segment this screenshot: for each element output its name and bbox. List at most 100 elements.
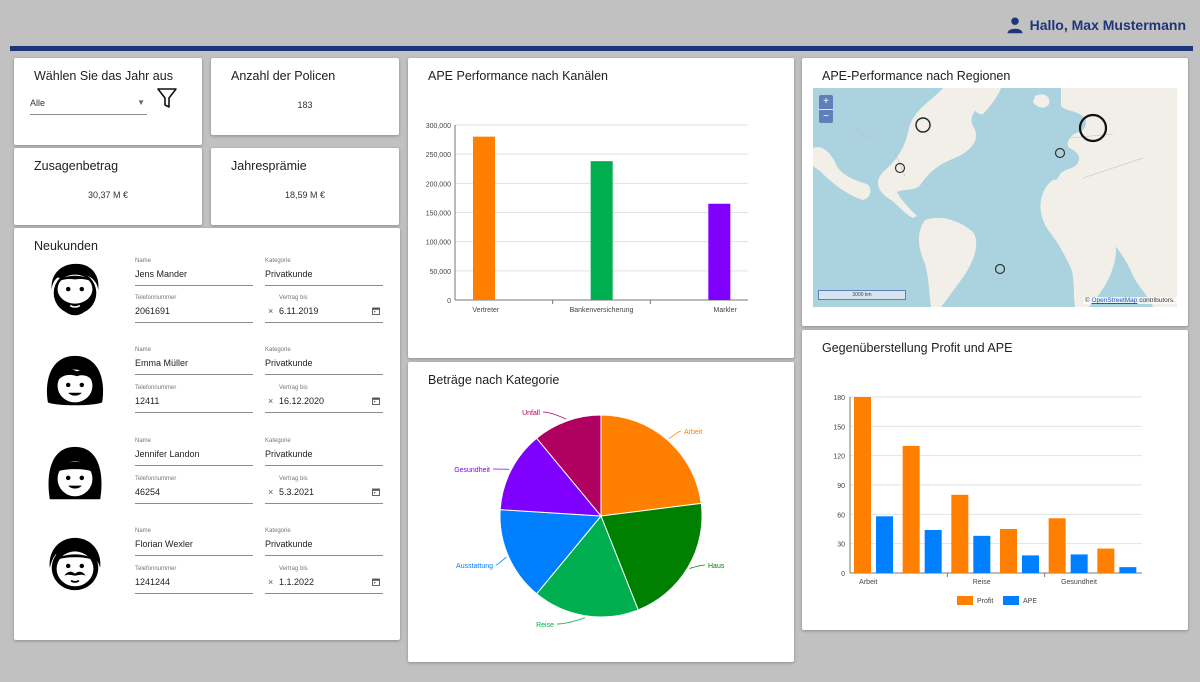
customer-name: Florian Wexler (135, 539, 193, 549)
name-label: Name (135, 528, 152, 534)
region-map-title: APE-Performance nach Regionen (822, 69, 1011, 83)
pie-slice-gesundheit (499, 437, 603, 517)
filter-icon[interactable] (157, 87, 177, 109)
y-tick-label: 120 (833, 454, 845, 461)
clear-icon[interactable]: × (268, 577, 274, 587)
name-label: Name (135, 438, 152, 444)
channel-chart-title: APE Performance nach Kanälen (428, 69, 608, 83)
legend-label: Profit (977, 598, 993, 605)
x-tick-label: Arbeit (859, 579, 877, 586)
profit-ape-chart-title: Gegenüberstellung Profit und APE (822, 341, 1013, 355)
legend-swatch-profit (957, 596, 973, 605)
bar-profit-arbeit (854, 397, 871, 573)
pie-label: Gesundheit (454, 467, 490, 474)
y-tick-label: 150,000 (426, 211, 451, 218)
map-attribution: © OpenStreetMap contributors. (1082, 297, 1177, 304)
customer-phone: 2061691 (135, 306, 171, 316)
bar-profit-ausstattung (1000, 529, 1017, 573)
profit-ape-chart-card: Gegenüberstellung Profit und APE 0 30 60 90… (802, 330, 1188, 630)
chevron-down-icon: ▼ (137, 98, 145, 107)
calendar-icon[interactable] (372, 397, 380, 405)
clear-icon[interactable]: × (268, 396, 274, 406)
commitment-card: Zusagenbetrag 30,37 M € (14, 148, 202, 225)
customer-phone: 12411 (135, 396, 160, 406)
category-label: Kategorie (265, 258, 291, 264)
region-marker-europe (1078, 113, 1108, 143)
customer-contract-field[interactable]: Vertrag bis × 6.11.2019 (265, 295, 383, 323)
contract-label: Vertrag bis (279, 476, 308, 482)
calendar-icon[interactable] (372, 307, 380, 315)
pie-slice-unfall (535, 414, 602, 518)
customer-contract-field[interactable]: Vertrag bis × 1.1.2022 (265, 566, 383, 594)
bar-profit-unfall (1097, 548, 1115, 573)
pie-leader-line (668, 430, 682, 440)
bearded-man-avatar-icon (51, 263, 99, 316)
y-tick-label: 60 (837, 512, 845, 519)
category-label: Kategorie (265, 347, 291, 353)
zoom-in-button[interactable]: + (819, 95, 833, 109)
commitment-value: 30,37 M € (87, 190, 129, 200)
bar-profit-gesundheit (1048, 518, 1066, 573)
legend-swatch-ape (1003, 596, 1019, 605)
premium-card: Jahresprämie 18,59 M € (211, 148, 399, 225)
pie-slice-haus (600, 502, 703, 611)
customer-name: Emma Müller (135, 358, 189, 368)
customer-category-field[interactable]: Kategorie Privatkunde (265, 438, 383, 466)
openstreetmap-link[interactable]: OpenStreetMap (1091, 297, 1138, 304)
customer-contract-field[interactable]: Vertrag bis × 5.3.2021 (265, 476, 383, 504)
year-filter-title: Wählen Sie das Jahr aus (34, 69, 173, 83)
world-map[interactable] (813, 88, 1177, 307)
clear-icon[interactable]: × (268, 306, 274, 316)
calendar-icon[interactable] (372, 488, 380, 496)
pie-label: Unfall (522, 410, 540, 417)
customer-phone-field[interactable]: Telefonnummer 12411 (135, 385, 253, 413)
user-menu[interactable]: Hallo, Max Mustermann (1006, 16, 1186, 34)
y-tick-label: 100,000 (426, 240, 451, 247)
channel-bar-chart: 0 50,000 100,000 150,000 200,000 250,000 300,0… (426, 123, 748, 314)
calendar-icon[interactable] (372, 578, 380, 586)
customer-category-field[interactable]: Kategorie Privatkunde (265, 258, 383, 286)
customer-category-field[interactable]: Kategorie Privatkunde (265, 528, 383, 556)
customer-phone-field[interactable]: Telefonnummer 1241244 (135, 566, 253, 594)
zoom-out-button[interactable]: − (819, 109, 833, 123)
pie-label: Haus (708, 563, 725, 570)
premium-value: 18,59 M € (284, 190, 326, 200)
x-tick-label: Vertreter (472, 307, 500, 314)
attribution-prefix: © (1084, 297, 1090, 304)
bar-bankenversicherung (590, 161, 613, 300)
y-tick-label: 90 (837, 483, 845, 490)
pie-leader-line (556, 617, 586, 625)
customer-category-field[interactable]: Kategorie Privatkunde (265, 347, 383, 375)
map-scale-bar: 3000 km (818, 290, 906, 300)
premium-title: Jahresprämie (231, 159, 307, 173)
customer-phone-field[interactable]: Telefonnummer 46254 (135, 476, 253, 504)
region-marker-central-america (894, 162, 906, 174)
customer-category: Privatkunde (265, 449, 313, 459)
pie-leader-line (542, 411, 567, 420)
bar-ape-ausstattung (1022, 555, 1039, 573)
customer-name-field[interactable]: Name Jennifer Landon (135, 438, 253, 466)
customer-contract-date: 5.3.2021 (279, 487, 315, 497)
map-scale-label: 3000 km (852, 292, 872, 298)
customer-category: Privatkunde (265, 358, 313, 368)
pie-label: Reise (536, 622, 554, 629)
category-pie-chart: Arbeit Haus Reise Ausstattung Gesundheit Unfa… (454, 410, 725, 629)
new-customers-card: Neukunden Name Jens Mander Kategorie Pri… (14, 228, 400, 640)
year-select[interactable]: Alle ▼ (30, 98, 147, 115)
customer-name-field[interactable]: Name Emma Müller (135, 347, 253, 375)
clear-icon[interactable]: × (268, 487, 274, 497)
customer-name-field[interactable]: Name Florian Wexler (135, 528, 253, 556)
category-chart-card: Beträge nach Kategorie Arbeit Haus Reise Au… (408, 362, 794, 662)
bar-ape-haus (924, 529, 942, 573)
y-tick-label: 300,000 (426, 123, 451, 130)
region-marker-south-america (994, 263, 1006, 275)
customer-phone-field[interactable]: Telefonnummer 2061691 (135, 295, 253, 323)
commitment-title: Zusagenbetrag (34, 159, 119, 173)
woman-avatar-icon (46, 355, 104, 406)
customer-contract-field[interactable]: Vertrag bis × 16.12.2020 (265, 385, 383, 413)
phone-label: Telefonnummer (135, 566, 177, 572)
customer-name-field[interactable]: Name Jens Mander (135, 258, 253, 286)
legend-label: APE (1023, 598, 1037, 605)
customer-contract-date: 1.1.2022 (279, 577, 315, 587)
y-tick-label: 0 (447, 298, 451, 305)
